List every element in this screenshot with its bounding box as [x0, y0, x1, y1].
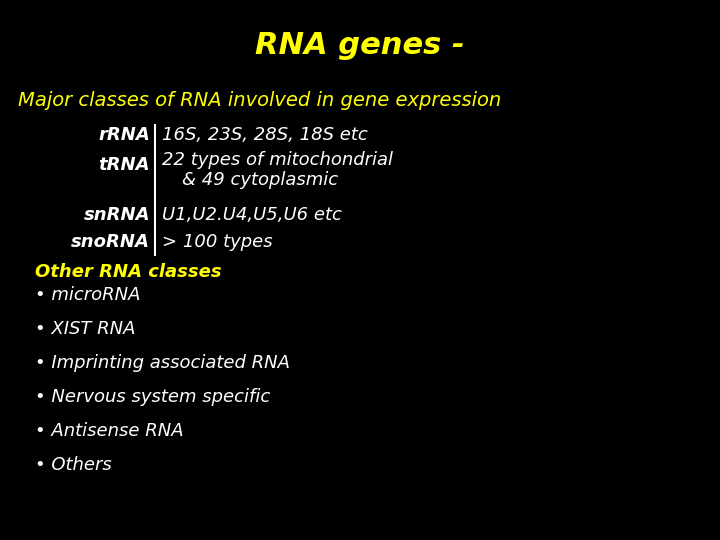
- Text: > 100 types: > 100 types: [162, 233, 273, 251]
- Text: 22 types of mitochondrial: 22 types of mitochondrial: [162, 151, 393, 169]
- Text: 16S, 23S, 28S, 18S etc: 16S, 23S, 28S, 18S etc: [162, 126, 368, 144]
- Text: snoRNA: snoRNA: [71, 233, 150, 251]
- Text: tRNA: tRNA: [99, 156, 150, 174]
- Text: RNA genes -: RNA genes -: [256, 30, 464, 59]
- Text: • microRNA: • microRNA: [35, 286, 140, 304]
- Text: rRNA: rRNA: [98, 126, 150, 144]
- Text: U1,U2.U4,U5,U6 etc: U1,U2.U4,U5,U6 etc: [162, 206, 342, 224]
- Text: Major classes of RNA involved in gene expression: Major classes of RNA involved in gene ex…: [18, 91, 501, 110]
- Text: • Imprinting associated RNA: • Imprinting associated RNA: [35, 354, 290, 372]
- Text: • Nervous system specific: • Nervous system specific: [35, 388, 270, 406]
- Text: • Others: • Others: [35, 456, 112, 474]
- Text: Other RNA classes: Other RNA classes: [35, 263, 222, 281]
- Text: & 49 cytoplasmic: & 49 cytoplasmic: [182, 171, 338, 189]
- Text: snRNA: snRNA: [84, 206, 150, 224]
- Text: • Antisense RNA: • Antisense RNA: [35, 422, 184, 440]
- Text: • XIST RNA: • XIST RNA: [35, 320, 135, 338]
